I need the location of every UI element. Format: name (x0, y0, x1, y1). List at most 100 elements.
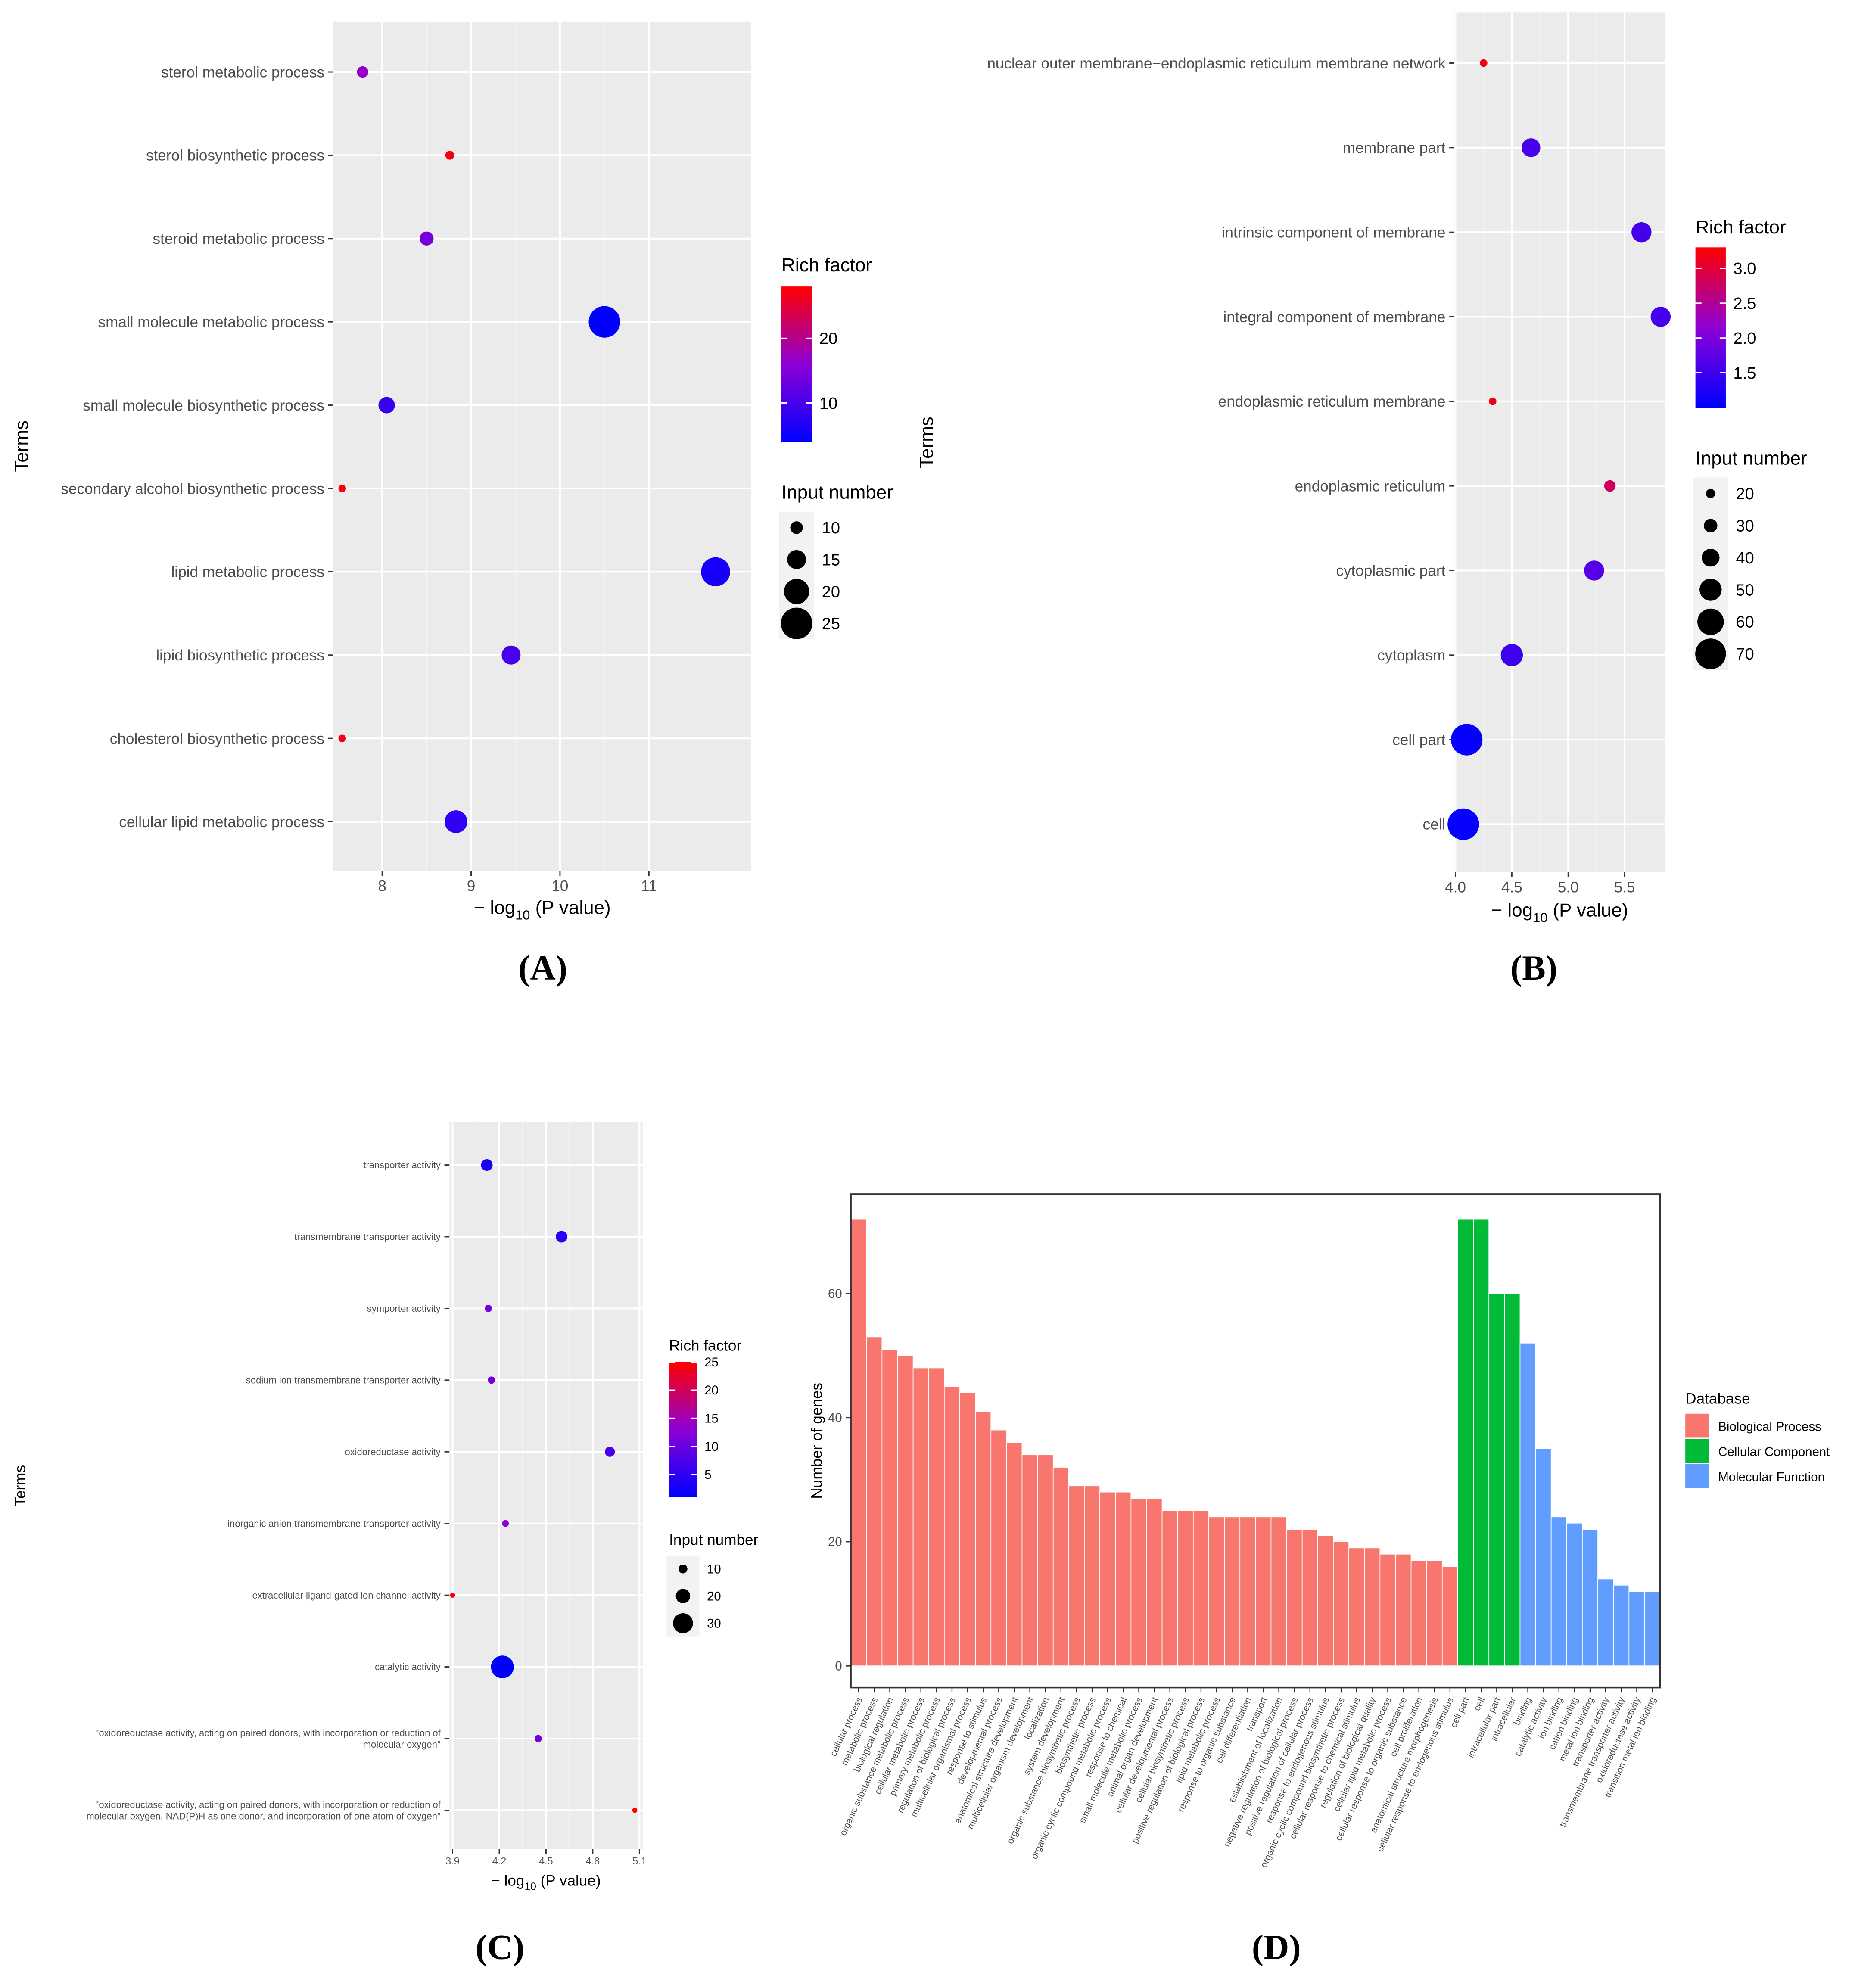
term-label: lipid biosynthetic process (156, 647, 324, 664)
size-legend-dot (675, 1589, 691, 1603)
term-label: small molecule biosynthetic process (83, 397, 324, 414)
y-tick-label: 20 (828, 1535, 842, 1549)
term-label: extracellular ligand-gated ion channel a… (252, 1590, 441, 1601)
term-label: sterol biosynthetic process (146, 147, 324, 164)
bar (1052, 1467, 1069, 1667)
bar (1613, 1584, 1630, 1667)
data-point (445, 151, 454, 160)
bar (1441, 1566, 1458, 1667)
data-point (1480, 59, 1488, 67)
bar (1597, 1578, 1614, 1667)
data-point (488, 1376, 495, 1384)
rich-factor-colorbar (781, 286, 812, 442)
data-point (1447, 808, 1479, 840)
x-tick-label: cell (1472, 1696, 1487, 1712)
panel-label-c: (C) (476, 1928, 525, 1967)
bar (1395, 1553, 1412, 1667)
size-legend-dot (1706, 488, 1715, 498)
data-point (481, 1159, 493, 1171)
size-legend-key-background (1693, 477, 1728, 670)
data-point (450, 1593, 455, 1598)
rich-factor-colorbar (669, 1362, 697, 1497)
bar (1535, 1448, 1552, 1667)
bar (1177, 1510, 1194, 1667)
bar (866, 1336, 883, 1667)
x-axis-title-prefix: − log (491, 1873, 524, 1889)
colorbar-tick-label: 15 (704, 1412, 719, 1426)
bar (959, 1392, 976, 1667)
term-label: lipid metabolic process (171, 564, 324, 581)
legend-title-rich-factor: Rich factor (1696, 217, 1786, 238)
colorbar-tick-label: 10 (819, 395, 837, 413)
data-point (491, 1655, 514, 1678)
bar (912, 1367, 929, 1667)
term-label: sterol metabolic process (161, 64, 324, 81)
legend-label: Molecular Function (1718, 1470, 1825, 1484)
x-axis-title-suffix: (P value) (1547, 899, 1628, 921)
bar (1550, 1516, 1567, 1667)
data-point (1650, 307, 1671, 327)
y-axis-title: Number of genes (809, 1383, 825, 1499)
bar (1161, 1510, 1178, 1667)
size-legend-label: 60 (1736, 613, 1754, 632)
term-label: cell part (1392, 731, 1445, 748)
bar (881, 1349, 898, 1667)
data-point (357, 66, 368, 78)
bar (1317, 1535, 1334, 1667)
data-point (1451, 724, 1483, 756)
x-tick-label: 10 (551, 878, 568, 895)
colorbar-tick-label: 20 (704, 1383, 719, 1397)
x-tick-label: 4.5 (539, 1855, 553, 1867)
panel-c-bubble-chart: 3.9 4.2 4.5 4.8 5.1 transporter activity trans… (12, 1122, 759, 1893)
term-label: sodium ion transmembrane transporter act… (246, 1375, 441, 1386)
x-tick-label: 4.8 (586, 1855, 600, 1867)
term-label: membrane part (1343, 140, 1446, 156)
legend-title-database: Database (1685, 1390, 1750, 1407)
bar (1333, 1541, 1349, 1667)
bar (990, 1429, 1007, 1667)
y-tick-label: 0 (835, 1659, 842, 1673)
x-axis-title: − log10 (P value) (474, 897, 611, 922)
size-legend-label: 40 (1736, 549, 1754, 567)
colorbar-tick-label: 3.0 (1734, 260, 1756, 278)
legend-label: Biological Process (1718, 1419, 1821, 1434)
term-label: intrinsic component of membrane (1222, 224, 1446, 241)
panel-a-bubble-chart: 8 9 10 11 sterol metabolic process sterol bio… (11, 21, 893, 923)
bar (1426, 1560, 1443, 1667)
panel-b-bubble-chart: 4.0 4.5 5.0 5.5 nuclear outer membrane−endop… (916, 12, 1807, 925)
size-legend-label: 20 (822, 583, 840, 601)
term-label: inorganic anion transmembrane transporte… (227, 1518, 441, 1529)
bar (897, 1355, 914, 1667)
term-label: secondary alcohol biosynthetic process (61, 480, 324, 497)
panel-label-d: (D) (1252, 1928, 1301, 1967)
legend-key (1685, 1413, 1709, 1438)
data-point (1584, 560, 1604, 581)
size-legend-dot (784, 579, 809, 604)
bar (1504, 1293, 1521, 1667)
term-label: endoplasmic reticulum (1295, 478, 1446, 495)
size-legend-label: 30 (1736, 517, 1754, 535)
x-axis-title-suffix: (P value) (530, 897, 610, 918)
panel-label-b: (B) (1510, 948, 1557, 987)
x-tick-label: 4.5 (1501, 879, 1522, 896)
bar (1348, 1547, 1365, 1667)
term-label: oxidoreductase activity (345, 1447, 440, 1457)
panel-label-a: (A) (518, 948, 567, 987)
bar (850, 1218, 867, 1667)
bar (1099, 1491, 1116, 1667)
data-point (501, 645, 521, 665)
data-point (632, 1808, 638, 1813)
y-tick-label: 60 (828, 1287, 842, 1301)
bar (1286, 1529, 1303, 1667)
data-point (1522, 138, 1541, 157)
data-point (605, 1447, 615, 1457)
x-tick-label: 5.0 (1558, 879, 1579, 896)
bar (1582, 1529, 1598, 1667)
size-legend-dot (673, 1613, 693, 1633)
data-point (701, 557, 730, 587)
size-legend-label: 20 (1736, 485, 1754, 503)
legend-title-input-number: Input number (781, 482, 893, 503)
size-legend-label: 30 (707, 1616, 721, 1630)
legend-title-input-number: Input number (1696, 448, 1807, 469)
size-legend-label: 50 (1736, 581, 1754, 599)
